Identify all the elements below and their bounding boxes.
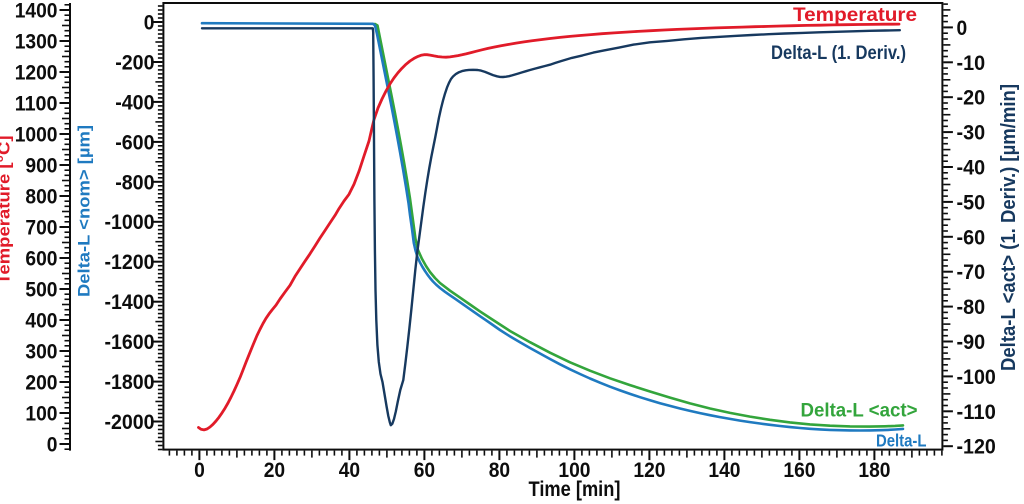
svg-text:-120: -120 <box>957 436 996 459</box>
svg-text:180: 180 <box>858 459 890 482</box>
svg-text:-110: -110 <box>957 401 996 424</box>
svg-text:1100: 1100 <box>15 93 58 116</box>
svg-text:0: 0 <box>47 434 58 457</box>
svg-text:-60: -60 <box>957 226 986 249</box>
svg-text:40: 40 <box>339 459 360 482</box>
svg-text:-2000: -2000 <box>105 411 155 434</box>
svg-text:-600: -600 <box>115 131 154 154</box>
svg-text:-50: -50 <box>957 191 986 214</box>
svg-text:700: 700 <box>25 217 57 240</box>
svg-text:500: 500 <box>25 279 57 302</box>
svg-text:400: 400 <box>25 310 57 333</box>
svg-text:-400: -400 <box>115 91 154 114</box>
svg-text:Delta-L <act>: Delta-L <act> <box>801 400 918 421</box>
svg-text:-1800: -1800 <box>105 371 155 394</box>
svg-text:160: 160 <box>783 459 815 482</box>
svg-text:900: 900 <box>25 155 57 178</box>
svg-text:1300: 1300 <box>15 31 58 54</box>
svg-text:-20: -20 <box>957 87 986 110</box>
svg-text:-1400: -1400 <box>105 291 155 314</box>
svg-text:800: 800 <box>25 186 57 209</box>
svg-text:-70: -70 <box>957 261 986 284</box>
svg-text:Delta-L <act> (1. Deriv.) [µm/: Delta-L <act> (1. Deriv.) [µm/min] <box>998 84 1020 371</box>
svg-text:Temperature: Temperature <box>793 5 917 26</box>
svg-text:120: 120 <box>633 459 665 482</box>
svg-text:-40: -40 <box>957 157 986 180</box>
svg-text:-10: -10 <box>957 52 986 75</box>
svg-text:20: 20 <box>264 459 285 482</box>
svg-text:1000: 1000 <box>15 124 58 147</box>
svg-text:Delta-L: Delta-L <box>876 430 927 450</box>
svg-text:Time [min]: Time [min] <box>529 478 621 501</box>
svg-text:-1600: -1600 <box>105 331 155 354</box>
svg-text:Delta-L <nom> [µm]: Delta-L <nom> [µm] <box>75 125 94 297</box>
svg-text:0: 0 <box>144 12 155 35</box>
svg-text:-200: -200 <box>115 52 154 75</box>
svg-text:100: 100 <box>25 403 57 426</box>
svg-text:100: 100 <box>558 459 590 482</box>
svg-text:-80: -80 <box>957 296 986 319</box>
svg-text:600: 600 <box>25 248 57 271</box>
svg-text:-800: -800 <box>115 171 154 194</box>
svg-text:0: 0 <box>957 17 968 40</box>
svg-text:1200: 1200 <box>15 62 58 85</box>
svg-text:1400: 1400 <box>15 0 58 23</box>
svg-text:-100: -100 <box>957 366 996 389</box>
svg-text:-1000: -1000 <box>105 211 155 234</box>
svg-text:80: 80 <box>489 459 510 482</box>
svg-text:-90: -90 <box>957 331 986 354</box>
svg-text:300: 300 <box>25 341 57 364</box>
svg-text:-30: -30 <box>957 122 986 145</box>
svg-text:200: 200 <box>25 372 57 395</box>
svg-text:Temperature [°C]: Temperature [°C] <box>0 136 14 285</box>
svg-text:-1200: -1200 <box>105 251 155 274</box>
svg-text:60: 60 <box>414 459 435 482</box>
svg-text:Delta-L (1. Deriv.): Delta-L (1. Deriv.) <box>771 43 906 64</box>
svg-text:0: 0 <box>194 459 205 482</box>
svg-text:140: 140 <box>708 459 740 482</box>
